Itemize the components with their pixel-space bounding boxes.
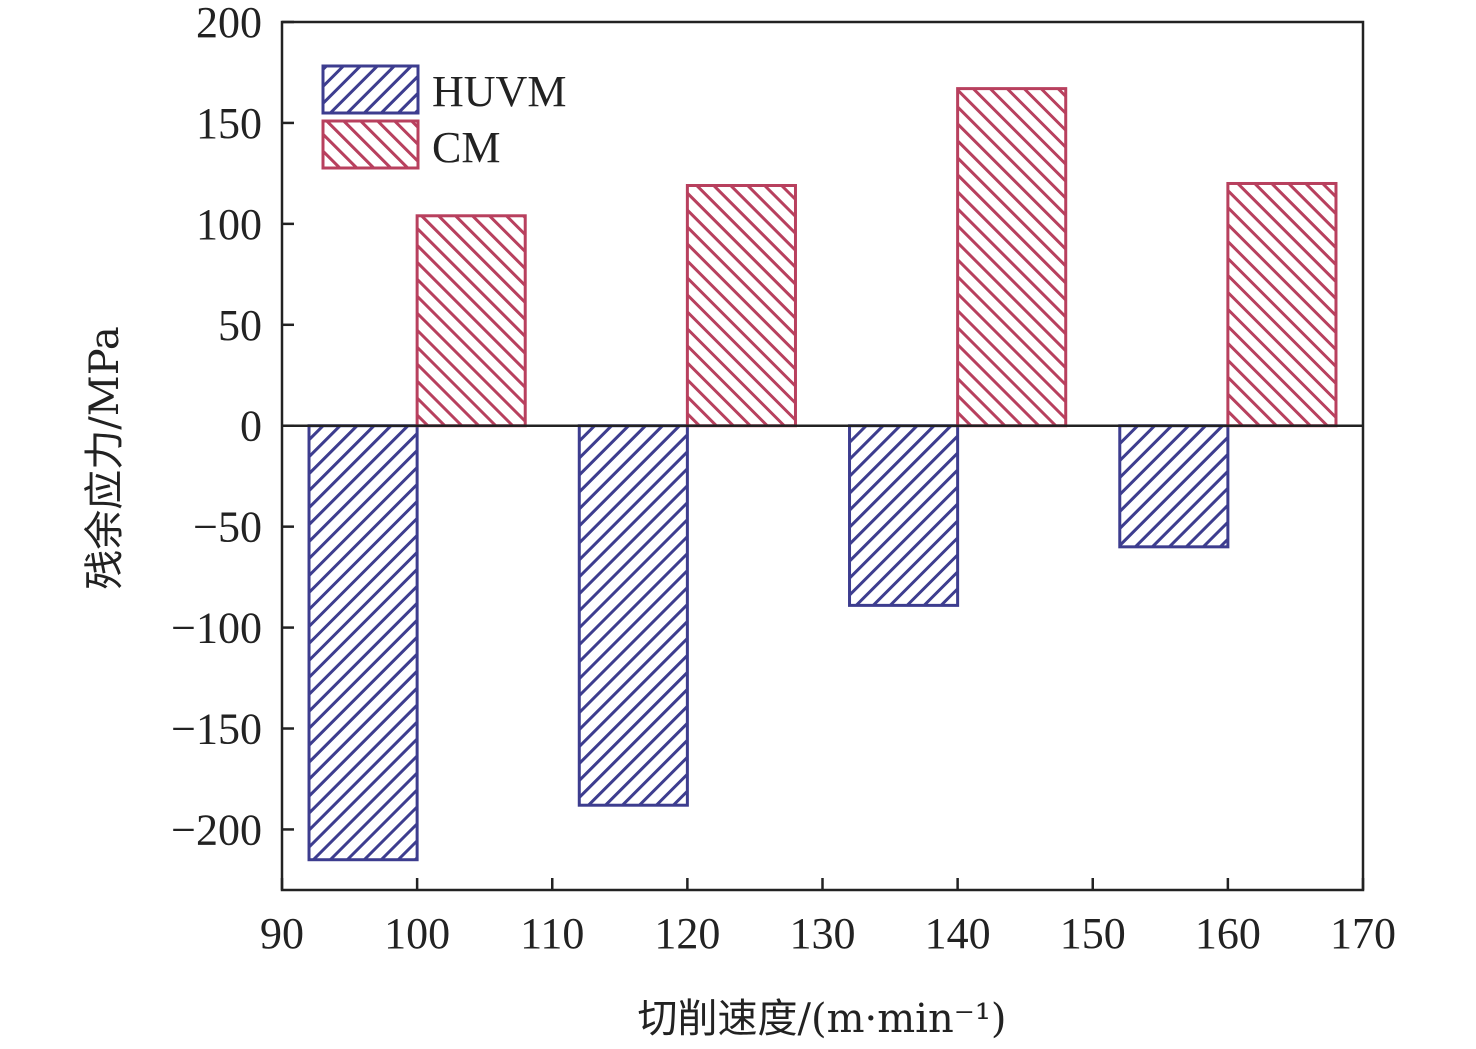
bar-cm-160 (1226, 181, 1338, 428)
y-tick-label: −50 (193, 503, 262, 552)
bar-cm-100 (415, 214, 527, 428)
x-tick-label: 150 (1060, 909, 1126, 958)
y-tick-label: −200 (171, 805, 262, 854)
y-axis-title: 残余应力/MPa (82, 326, 128, 589)
y-tick-label: 50 (218, 301, 262, 350)
bar-cm-140 (956, 87, 1068, 428)
bars-layer (307, 87, 1338, 862)
bar-huvm-140 (848, 424, 960, 607)
bar-huvm-120 (577, 424, 689, 807)
x-tick-label: 140 (925, 909, 991, 958)
bar-huvm-160 (1118, 424, 1230, 549)
x-tick-label: 90 (260, 909, 304, 958)
y-tick-label: −100 (171, 604, 262, 653)
legend-label-cm: CM (432, 123, 500, 172)
y-tick-label: −150 (171, 705, 262, 754)
x-tick-label: 160 (1195, 909, 1261, 958)
x-tick-label: 130 (790, 909, 856, 958)
x-axis-title: 切削速度/(m·min⁻¹) (638, 996, 1007, 1042)
legend-swatch-cm (321, 119, 420, 170)
y-tick-label: 200 (196, 0, 262, 47)
bar-huvm-100 (307, 424, 419, 862)
ticks-layer: 90 100 110 120 130 140 150 160 170 200 150 100 50 0 −5… (171, 0, 1396, 958)
legend: HUVM CM (321, 64, 566, 172)
y-tick-label: 100 (196, 200, 262, 249)
legend-label-huvm: HUVM (432, 67, 566, 116)
x-tick-label: 110 (520, 909, 584, 958)
y-tick-label: 0 (240, 402, 262, 451)
legend-swatch-huvm (321, 64, 420, 115)
x-tick-label: 170 (1330, 909, 1396, 958)
x-tick-label: 100 (384, 909, 450, 958)
x-tick-label: 120 (654, 909, 720, 958)
y-tick-label: 150 (196, 99, 262, 148)
bar-cm-120 (685, 184, 797, 428)
